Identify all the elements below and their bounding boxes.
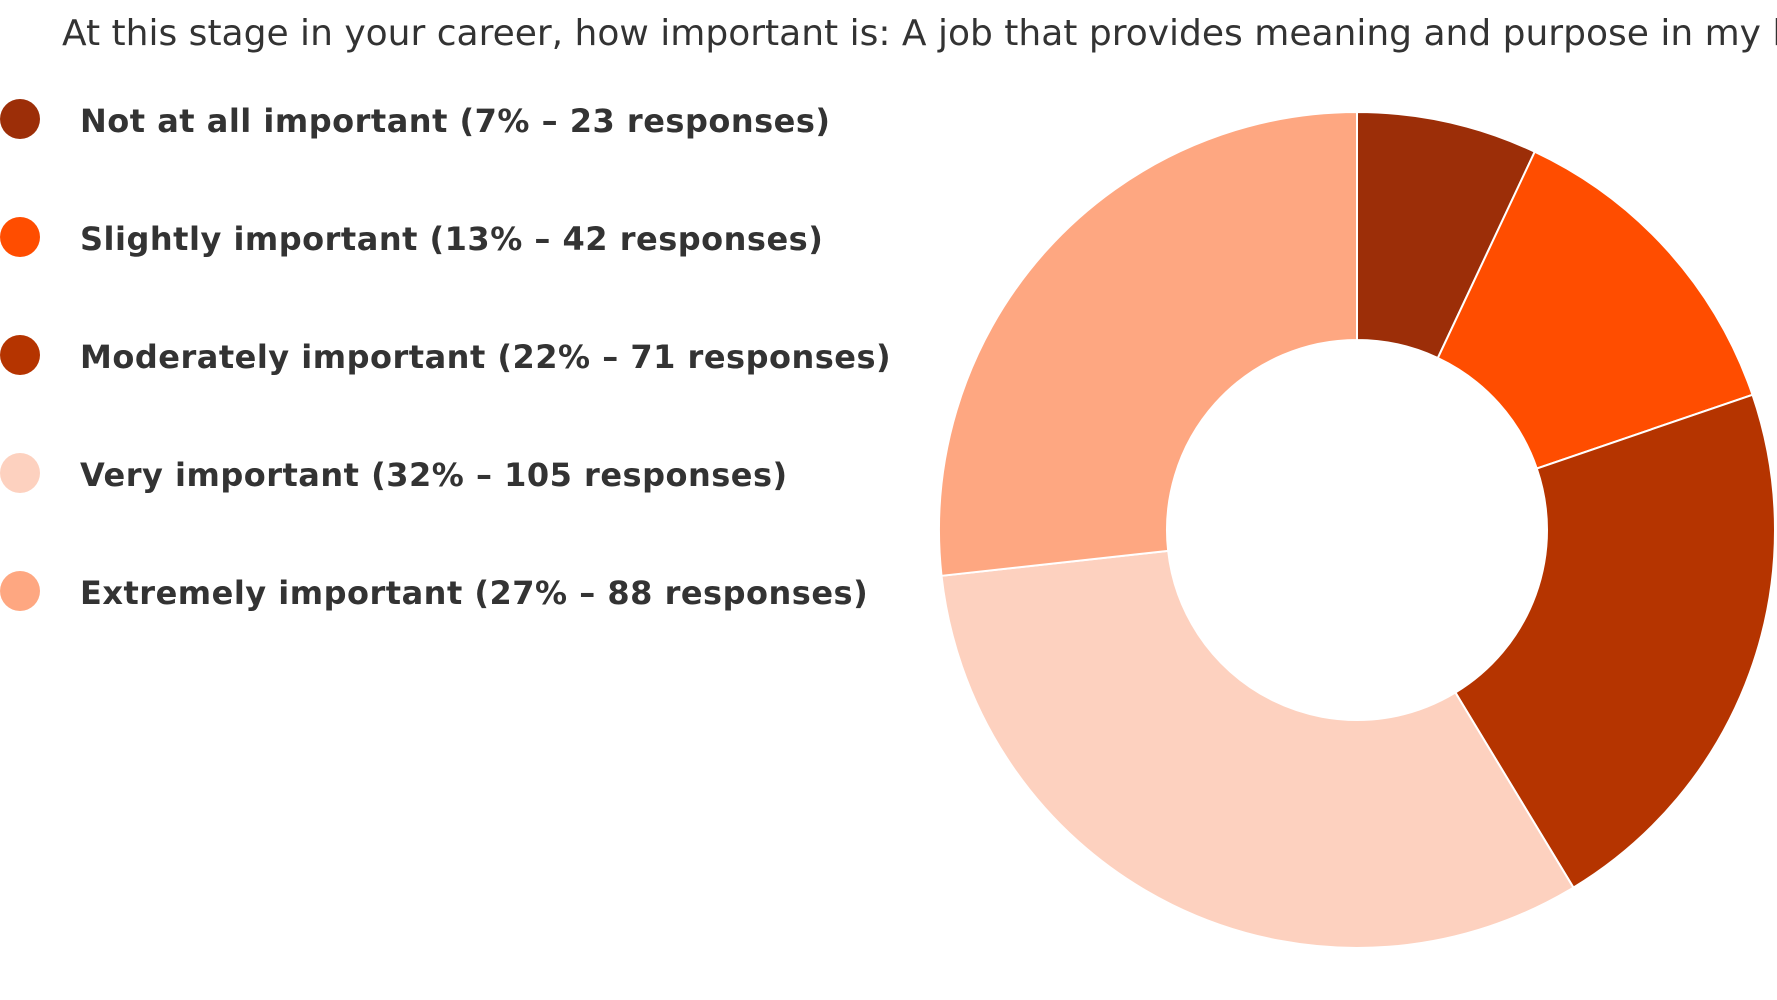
donut-slice-very-important[interactable]	[940, 549, 1575, 949]
chart-title: At this stage in your career, how import…	[62, 13, 1777, 54]
donut-slice-extremely-important[interactable]	[938, 110, 1358, 577]
legend-marker	[0, 99, 40, 139]
legend-label: Moderately important (22% – 71 responses…	[80, 338, 892, 376]
legend-label: Extremely important (27% – 88 responses)	[80, 574, 869, 612]
legend-marker	[0, 453, 40, 493]
donut-slice-slightly-important[interactable]	[1436, 150, 1754, 470]
legend-label: Slightly important (13% – 42 responses)	[80, 220, 824, 258]
legend-label: Not at all important (7% – 23 responses)	[80, 102, 831, 140]
legend-marker	[0, 335, 40, 375]
donut-slice-moderately-important[interactable]	[1454, 393, 1776, 889]
legend-label: Very important (32% – 105 responses)	[80, 456, 788, 494]
legend-marker	[0, 217, 40, 257]
legend-marker	[0, 571, 40, 611]
